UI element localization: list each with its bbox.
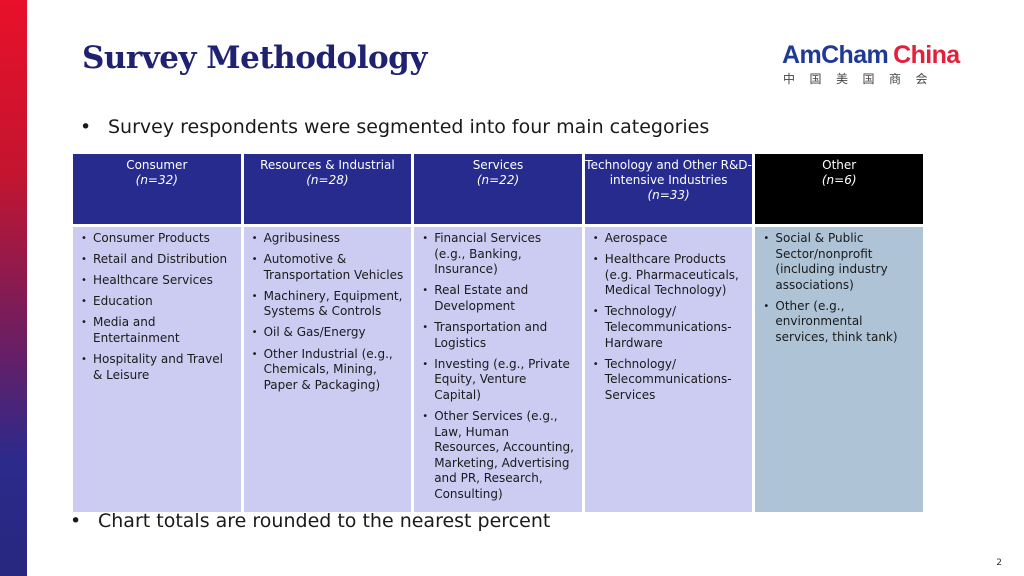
column-header-count: (n=22) [476, 173, 520, 187]
amcham-china-logo: AmCham China 中国美国商会 [782, 40, 960, 92]
left-accent-bar [0, 0, 27, 576]
list-item: Technology/ Telecommunications-Hardware [593, 304, 747, 351]
column-header-services: Services (n=22) [414, 154, 582, 224]
page-title: Survey Methodology [82, 40, 427, 76]
list-item: Hospitality and Travel & Leisure [81, 352, 235, 383]
logo-text-amcham: AmCham [782, 41, 889, 69]
column-body-consumer: Consumer Products Retail and Distributio… [73, 227, 241, 512]
bullet-dot: • [70, 510, 82, 532]
column-header-other: Other (n=6) [755, 154, 923, 224]
list-item: Technology/ Telecommunications-Services [593, 357, 747, 404]
column-header-count: (n=6) [821, 173, 857, 187]
list-item: Machinery, Equipment, Systems & Controls [252, 289, 406, 320]
bullet-text: Chart totals are rounded to the nearest … [98, 510, 551, 532]
list-item: Media and Entertainment [81, 315, 235, 346]
column-body-services: Financial Services (e.g., Banking, Insur… [414, 227, 582, 512]
column-header-label: Resources & Industrial [260, 158, 395, 172]
list-item: Social & Public Sector/nonprofit (includ… [763, 231, 917, 293]
logo-text-china: China [893, 41, 960, 69]
list-item: Transportation and Logistics [422, 320, 576, 351]
page-number: 2 [996, 558, 1002, 568]
list-item: Other (e.g., environmental services, thi… [763, 299, 917, 346]
category-list: Financial Services (e.g., Banking, Insur… [422, 231, 576, 503]
list-item: Financial Services (e.g., Banking, Insur… [422, 231, 576, 278]
list-item: Retail and Distribution [81, 252, 235, 268]
logo-wordmark: AmCham China [782, 40, 960, 70]
column-header-label: Consumer [126, 158, 188, 172]
list-item: Agribusiness [252, 231, 406, 247]
column-header-count: (n=33) [647, 188, 690, 202]
column-header-label: Services [472, 158, 524, 172]
bullet-text: Survey respondents were segmented into f… [108, 116, 710, 138]
column-header-resources-industrial: Resources & Industrial (n=28) [243, 154, 412, 224]
bullet-rounding-note: • Chart totals are rounded to the nearest… [70, 510, 550, 532]
column-body-technology: Aerospace Healthcare Products (e.g. Phar… [584, 227, 753, 512]
category-list: Consumer Products Retail and Distributio… [81, 231, 235, 383]
list-item: Education [81, 294, 235, 310]
list-item: Investing (e.g., Private Equity, Venture… [422, 357, 576, 404]
column-header-label: Other [822, 158, 857, 172]
list-item: Healthcare Services [81, 273, 235, 289]
category-list: Social & Public Sector/nonprofit (includ… [763, 231, 917, 346]
category-list: Agribusiness Automotive & Transportation… [252, 231, 406, 393]
list-item: Automotive & Transportation Vehicles [252, 252, 406, 283]
bullet-segmentation: • Survey respondents were segmented into … [80, 116, 709, 138]
segmentation-table: Consumer (n=32) Resources & Industrial (n=… [73, 154, 923, 512]
category-list: Aerospace Healthcare Products (e.g. Phar… [593, 231, 747, 403]
list-item: Consumer Products [81, 231, 235, 247]
column-header-label: Technology and Other R&D-intensive Indus… [585, 158, 752, 187]
logo-chinese-text: 中国美国商会 [783, 72, 943, 86]
column-header-technology: Technology and Other R&D-intensive Indus… [584, 154, 753, 224]
list-item: Other Services (e.g., Law, Human Resourc… [422, 409, 576, 503]
list-item: Oil & Gas/Energy [252, 325, 406, 341]
list-item: Real Estate and Development [422, 283, 576, 314]
list-item: Aerospace [593, 231, 747, 247]
bullet-dot: • [80, 116, 92, 138]
column-body-resources-industrial: Agribusiness Automotive & Transportation… [243, 227, 412, 512]
column-header-consumer: Consumer (n=32) [73, 154, 241, 224]
list-item: Healthcare Products (e.g. Pharmaceutical… [593, 252, 747, 299]
list-item: Other Industrial (e.g., Chemicals, Minin… [252, 347, 406, 394]
column-body-other: Social & Public Sector/nonprofit (includ… [755, 227, 923, 512]
column-header-count: (n=32) [135, 173, 178, 187]
column-header-count: (n=28) [306, 173, 349, 187]
